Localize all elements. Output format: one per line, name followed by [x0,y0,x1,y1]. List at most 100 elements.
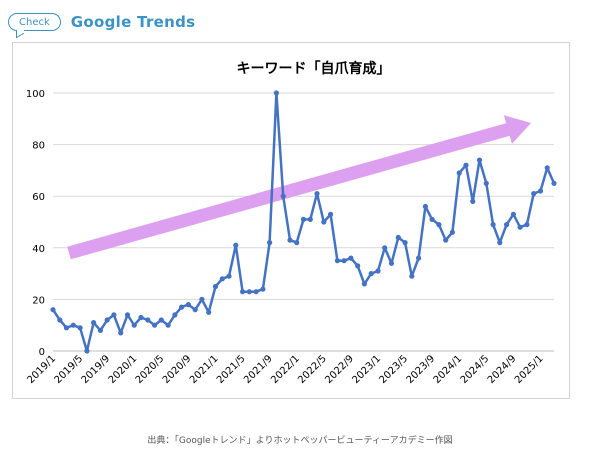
x-tick-label: 2023/1 [350,353,383,386]
data-point [185,302,191,308]
chart-frame: キーワード「自爪育成」 0 20 40 60 80 100 2019/1 2019/5 2019/… [12,42,570,399]
y-tick-label: 80 [32,141,45,152]
data-point [104,317,110,323]
data-point [91,320,97,326]
x-tick-label: 2021/9 [242,353,275,386]
data-point [138,314,144,321]
data-point [280,193,286,199]
data-point [84,348,90,354]
data-point [416,255,422,261]
y-tick-label: 40 [32,244,45,255]
data-point [497,240,503,246]
data-point [402,240,408,246]
data-point [273,90,279,96]
x-tick-label: 2019/5 [53,353,86,386]
trend-chart: キーワード「自爪育成」 0 20 40 60 80 100 2019/12019/52019/… [25,60,557,386]
data-point [314,191,320,197]
data-point [287,237,293,243]
data-point [307,216,313,222]
data-point [57,317,63,323]
data-point [77,325,83,331]
data-point [388,260,395,266]
data-point [429,216,435,222]
x-tick-label: 2022/9 [323,353,356,386]
data-point [50,307,56,313]
data-point [97,327,103,333]
data-point [63,325,70,331]
data-point [368,271,374,277]
data-point [551,180,557,186]
x-tick-label: 2019/1 [25,353,58,386]
data-point [449,229,455,235]
data-point [361,281,367,287]
data-point [517,224,523,230]
x-tick-label: 2022/5 [296,353,329,386]
data-point [212,283,219,290]
data-point [199,296,205,302]
x-tick-label: 2020/5 [134,353,167,386]
data-point [328,211,334,217]
data-point [470,198,476,204]
data-point [70,322,76,328]
data-point [152,322,158,328]
x-tick-label: 2019/9 [80,353,113,386]
data-point [348,255,354,261]
data-point [179,304,185,310]
data-point [165,322,171,328]
y-tick-label: 100 [26,89,45,100]
data-point [219,276,225,282]
trend-arrow [67,115,531,260]
x-tick-label: 2021/5 [215,353,248,386]
data-point [145,317,151,323]
data-point [260,286,266,292]
data-point [436,222,442,228]
data-point [395,234,401,241]
data-point [124,312,131,318]
header: Check Google Trends [8,10,195,34]
y-tick-label: 60 [32,192,45,203]
data-point [206,309,212,315]
data-point [443,237,449,243]
chart-title: キーワード「自爪育成」 [237,60,391,77]
data-point [246,289,252,295]
data-point [334,258,340,264]
x-tick-label: 2023/5 [378,353,411,386]
x-tick-label: 2024/9 [486,353,519,386]
data-point [118,330,124,336]
data-point [422,203,428,210]
data-point [537,188,544,194]
y-tick-label: 20 [32,295,45,306]
data-point [483,180,489,186]
data-point [490,222,496,228]
data-point [355,263,361,269]
data-point [226,273,232,279]
data-point [294,240,300,246]
data-point [382,245,388,251]
data-point [172,312,178,318]
data-point [524,222,530,228]
data-point [409,273,415,279]
header-title: Google Trends [70,13,196,31]
x-tick-label: 2024/1 [432,353,465,386]
data-point [321,219,327,225]
y-tick-label: 0 [39,347,45,358]
x-tick-label: 2022/1 [269,353,302,386]
data-point [267,240,273,246]
x-tick-label: 2020/1 [107,353,140,386]
data-point [233,242,239,248]
check-badge: Check [8,13,61,31]
data-point [341,258,347,264]
data-point [531,191,537,197]
data-point [300,216,307,222]
data-point [253,289,259,295]
data-point [111,312,117,318]
data-point [463,162,469,168]
data-point [456,170,462,176]
x-tick-label: 2025/1 [513,353,546,386]
data-point [476,157,483,163]
data-point [510,211,516,217]
x-tick-label: 2021/1 [188,353,221,386]
data-point [131,322,137,328]
data-point [192,307,198,313]
data-point [240,289,246,295]
